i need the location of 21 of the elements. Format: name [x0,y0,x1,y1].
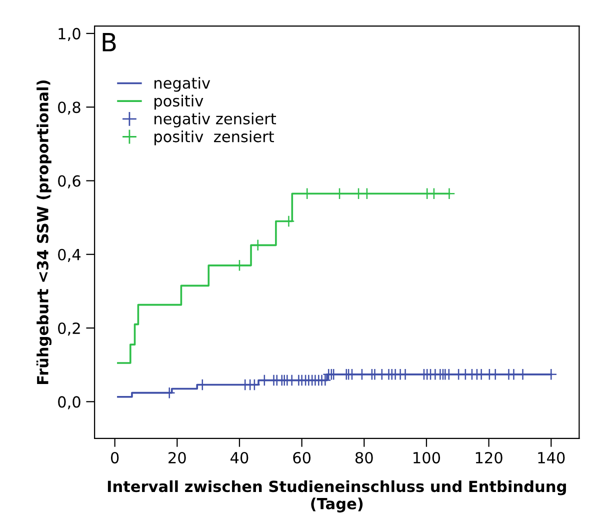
x-axis-title: Intervall zwischen Studieneinschluss und Entbindung (Tage) [108,480,566,512]
x-tick-label: 40 [230,452,248,464]
y-axis-title: Frühgeburt <34 SSW (proportional) [36,80,52,384]
y-tick-label: 1,0 [58,28,80,42]
x-tick-label: 60 [293,452,311,464]
y-tick-label: 0,2 [58,322,80,336]
annotation: B [102,33,116,52]
legend-label: negativ [154,76,210,92]
x-tick-label: 20 [168,452,186,464]
legend-label: negativ zensiert [154,112,276,128]
y-tick-label: 0,0 [58,396,80,410]
legend-label: positiv [154,94,204,110]
y-tick-label: 0,8 [58,102,80,115]
legend-label: positiv zensiert [154,130,274,146]
x-tick-label: 120 [476,452,502,464]
x-tick-label: 80 [355,452,373,464]
y-tick-label: 0,6 [58,175,80,188]
x-tick-label: 100 [414,452,440,464]
x-tick-label: 0 [110,452,119,464]
x-tick-label: 140 [538,452,565,464]
y-tick-label: 0,4 [58,248,81,262]
